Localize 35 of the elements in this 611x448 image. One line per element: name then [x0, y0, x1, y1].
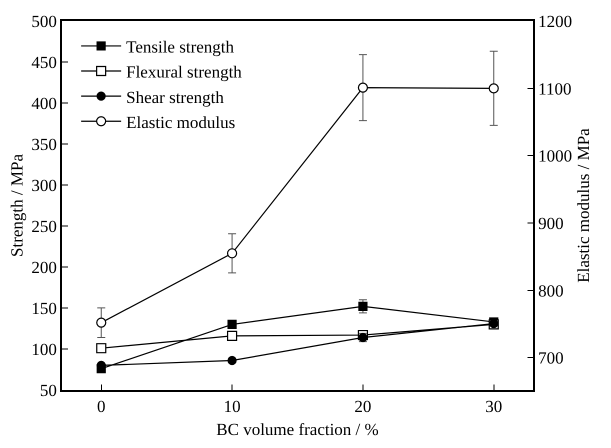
point	[226, 330, 238, 341]
y-tick-label: 350	[31, 134, 57, 154]
y-tick-label: 400	[31, 94, 57, 113]
y-tick-label: 300	[31, 176, 57, 195]
x-tick-label: 10	[224, 397, 241, 416]
y-tick-label: 100	[31, 340, 57, 359]
y-tick-label: 250	[31, 216, 57, 236]
x-axis-title: BC volume fraction / %	[216, 420, 379, 440]
point	[358, 82, 368, 93]
legend-label: Shear strength	[126, 88, 224, 107]
y-tick-label: 50	[40, 380, 57, 400]
y-tick-label: 500	[31, 12, 57, 31]
y2-axis-title: Elastic modulus / MPa	[574, 128, 594, 283]
x-tick-label: 0	[97, 397, 106, 416]
y2-tick-label: 700	[538, 348, 564, 368]
y-axis-title: Strength / MPa	[7, 154, 26, 257]
point	[227, 356, 237, 366]
x-tick-label: 20	[354, 397, 372, 416]
y2-tick-label: 1000	[538, 146, 572, 166]
x-tick-label: 30	[485, 397, 502, 416]
legend-label: Tensile strength	[126, 38, 234, 57]
y2-tick-label: 900	[538, 214, 564, 233]
point	[96, 318, 106, 328]
y-tick-label: 150	[31, 298, 57, 318]
y2-tick-label: 800	[538, 281, 564, 300]
point	[488, 83, 499, 94]
y-tick-label: 450	[31, 52, 57, 72]
y2-tick-label: 1200	[538, 12, 572, 31]
y2-tick-label: 1100	[538, 79, 572, 98]
y-tick-label: 200	[31, 258, 57, 277]
legend-label: Elastic modulus	[126, 112, 236, 132]
point	[227, 320, 237, 329]
legend-label: Flexural strength	[126, 62, 242, 82]
point	[96, 343, 106, 354]
point	[226, 248, 238, 258]
